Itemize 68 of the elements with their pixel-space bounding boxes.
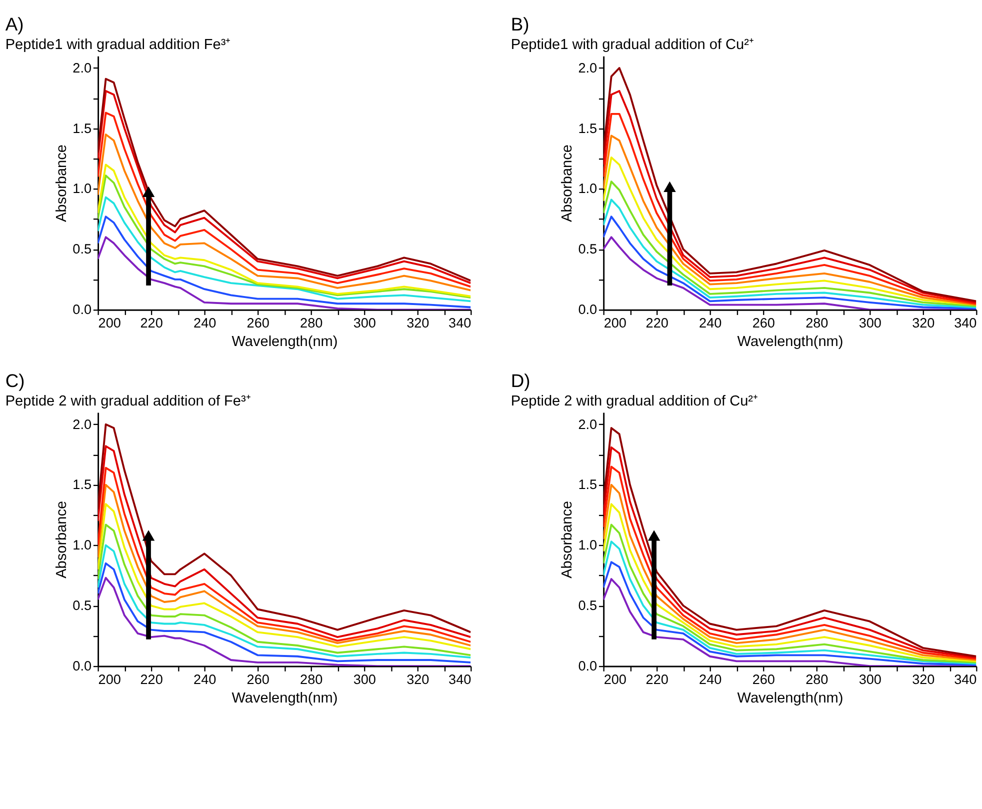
- x-tick-label: 240: [699, 316, 722, 331]
- x-tick-label: 240: [699, 672, 722, 687]
- y-tick-label: 1.5: [72, 477, 92, 492]
- x-tick-label: 280: [300, 672, 323, 687]
- y-tick-label: 2.0: [72, 416, 92, 432]
- y-tick-label: 2.0: [578, 60, 598, 76]
- y-tick-label: 0.5: [578, 598, 598, 613]
- x-tick-label: 240: [194, 672, 216, 687]
- x-tick-label: 220: [140, 316, 163, 331]
- x-axis-title: Wavelength(nm): [232, 690, 338, 706]
- chart-subtitle: Peptide 2 with gradual addition of Cu²⁺: [510, 394, 758, 410]
- chart-subtitle: Peptide1 with gradual addition of Cu²⁺: [510, 37, 754, 54]
- x-tick-label: 300: [353, 672, 376, 687]
- x-tick-label: 260: [246, 672, 270, 687]
- x-tick-label: 260: [752, 316, 775, 331]
- y-axis-title: Absorbance: [559, 500, 576, 578]
- y-tick-label: 0.5: [72, 242, 92, 257]
- x-axis-title: Wavelength(nm): [737, 334, 844, 350]
- y-axis-title: Absorbance: [54, 500, 70, 578]
- y-tick-label: 0.5: [578, 242, 598, 257]
- x-tick-label: 200: [604, 672, 626, 687]
- chart-title: D): [510, 370, 530, 392]
- x-tick-label: 260: [752, 672, 775, 687]
- x-tick-label: 320: [912, 672, 935, 687]
- x-tick-label: 300: [858, 672, 882, 687]
- chart-subtitle: Peptide 2 with gradual addition of Fe³⁺: [5, 394, 251, 410]
- x-tick-label: 320: [406, 672, 430, 687]
- x-tick-label: 200: [98, 316, 121, 331]
- y-tick-label: 0.0: [578, 302, 598, 318]
- chart-title: A): [5, 14, 24, 35]
- y-tick-label: 1.0: [72, 181, 92, 196]
- x-tick-label: 320: [912, 316, 935, 331]
- chart-title: B): [510, 14, 530, 35]
- x-tick-label: 260: [246, 316, 270, 331]
- x-tick-label: 280: [806, 316, 828, 331]
- x-axis-title: Wavelength(nm): [737, 690, 844, 706]
- x-tick-label: 240: [194, 316, 216, 331]
- y-tick-label: 2.0: [578, 416, 598, 432]
- y-tick-label: 1.0: [72, 538, 92, 553]
- y-tick-label: 0.0: [72, 658, 92, 674]
- x-tick-label: 300: [858, 316, 882, 331]
- y-tick-label: 0.0: [72, 302, 92, 318]
- y-tick-label: 1.0: [578, 181, 598, 196]
- x-tick-label: 220: [646, 672, 668, 687]
- y-tick-label: 1.5: [578, 120, 598, 136]
- y-tick-label: 1.5: [72, 120, 92, 136]
- x-tick-label: 340: [448, 316, 472, 331]
- x-axis-title: Wavelength(nm): [232, 334, 338, 350]
- y-tick-label: 2.0: [72, 60, 92, 76]
- y-axis-title: Absorbance: [54, 144, 70, 222]
- x-tick-label: 320: [406, 316, 430, 331]
- x-tick-label: 280: [300, 316, 323, 331]
- x-tick-label: 200: [98, 672, 121, 687]
- x-tick-label: 300: [353, 316, 376, 331]
- y-axis-title: Absorbance: [559, 144, 576, 222]
- chart-title: C): [5, 370, 25, 392]
- x-tick-label: 340: [954, 316, 977, 331]
- y-tick-label: 1.0: [578, 538, 598, 553]
- y-tick-label: 1.5: [578, 477, 598, 492]
- x-tick-label: 220: [140, 672, 163, 687]
- x-tick-label: 340: [954, 672, 977, 687]
- x-tick-label: 340: [448, 672, 472, 687]
- chart-subtitle: Peptide1 with gradual addition Fe³⁺: [5, 37, 231, 54]
- y-tick-label: 0.5: [72, 598, 92, 613]
- x-tick-label: 220: [646, 316, 668, 331]
- x-tick-label: 200: [604, 316, 626, 331]
- y-tick-label: 0.0: [578, 658, 598, 674]
- x-tick-label: 280: [806, 672, 828, 687]
